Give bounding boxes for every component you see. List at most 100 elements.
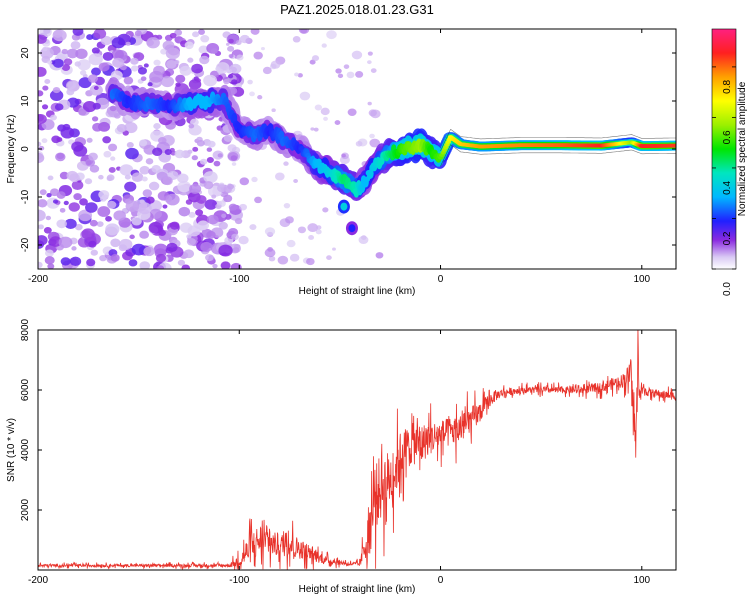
spectrogram-noise-blob — [264, 227, 276, 236]
snr-x-tick-label: -100 — [229, 575, 249, 586]
spectrogram-noise-blob — [56, 137, 63, 142]
spectrogram-noise-blob — [321, 43, 327, 48]
chart-title: PAZ1.2025.018.01.23.G31 — [280, 2, 434, 17]
spectrogram-noise-blob — [119, 164, 134, 176]
spectrogram-noise-blob — [229, 63, 242, 74]
spectrogram-noise-blob — [166, 242, 178, 252]
spectrogram-noise-blob — [74, 61, 81, 67]
spectrogram-noise-blob — [257, 95, 263, 100]
spectrogram-noise-blob — [227, 144, 237, 152]
spectrogram-noise-blob — [289, 253, 300, 262]
snr-frame — [37, 329, 677, 571]
spectrogram-noise-blob — [206, 230, 216, 239]
spectrogram-noise-blob — [41, 138, 48, 144]
snr-x-label: Height of straight line (km) — [299, 584, 416, 595]
spectrogram-noise-blob — [203, 74, 218, 87]
spectrogram-noise-blob — [320, 107, 330, 116]
spectrogram-noise-blob — [86, 34, 94, 41]
spectrogram-noise-blob — [78, 209, 93, 222]
spectrogram-noise-blob — [87, 74, 99, 83]
spectrogram-ridge-blob — [124, 102, 130, 109]
spectrogram-noise-blob — [46, 193, 52, 198]
spectrogram-noise-blob — [220, 261, 231, 269]
spectrogram-noise-blob — [223, 134, 233, 143]
spectrogram-noise-blob — [148, 221, 163, 234]
spectrogram-noise-blob — [223, 194, 233, 203]
spectrogram-noise-blob — [105, 215, 112, 222]
spectrogram-noise-blob — [200, 241, 213, 253]
spectrogram-noise-blob — [231, 233, 239, 241]
spectrogram-noise-blob — [38, 141, 42, 147]
spectrogram-noise-blob — [123, 76, 134, 85]
spectrogram-noise-blob — [38, 224, 44, 230]
spectrogram-noise-blob — [231, 79, 238, 85]
snr-y-tick-label: 6000 — [20, 378, 31, 401]
spectrogram-ridge-edge — [440, 128, 676, 152]
spectrogram-noise-blob — [140, 76, 147, 82]
spectrogram-noise-blob — [306, 257, 315, 266]
spectrogram-noise-blob — [270, 60, 281, 69]
spectrogram-noise-blob — [124, 174, 131, 180]
spectrogram-noise-blob — [166, 59, 177, 69]
spectrogram-noise-blob — [45, 215, 52, 221]
spectrogram-noise-blob — [297, 73, 303, 78]
spectrogram-noise-blob — [71, 141, 84, 152]
snr-x-tick-label: 0 — [438, 575, 444, 586]
snr-y-tick-label: 4000 — [20, 438, 31, 461]
spectrogram-noise-blob — [177, 259, 186, 266]
spectrogram-noise-blob — [218, 244, 233, 257]
spectrogram-noise-blob — [189, 183, 202, 194]
spectrogram-noise-blob — [43, 226, 52, 234]
spectrogram-noise-blob — [251, 176, 258, 183]
spectrogram-noise-blob — [88, 152, 98, 161]
spectrogram-noise-blob — [91, 47, 100, 54]
spectrogram-noise-blob — [38, 209, 46, 222]
spectrogram-y-tick-label: 20 — [20, 47, 31, 59]
spectrogram-noise-blob — [70, 41, 81, 50]
spectrogram-noise-blob — [124, 122, 138, 134]
spectrogram-noise-blob — [192, 146, 199, 152]
spectrogram-noise-blob — [160, 48, 168, 55]
spectrogram-noise-blob — [155, 253, 167, 263]
spectrogram-noise-blob — [230, 262, 242, 269]
spectrogram-noise-blob — [369, 138, 381, 148]
spectrogram-noise-blob — [128, 259, 138, 267]
spectrogram-noise-blob — [204, 199, 218, 210]
spectrogram-noise-blob — [106, 174, 115, 181]
spectrogram-noise-blob — [134, 30, 142, 37]
spectrogram-noise-blob — [186, 237, 196, 246]
spectrogram-noise-blob — [181, 264, 191, 269]
spectrogram-noise-blob — [91, 67, 101, 76]
spectrogram-noise-blob — [102, 51, 114, 61]
spectrogram-noise-blob — [207, 140, 216, 148]
colorbar-tick-label: 0.4 — [722, 181, 733, 195]
spectrogram-ridge-blob — [316, 158, 322, 166]
spectrogram-noise-blob — [139, 230, 150, 239]
spectrogram-noise-blob — [274, 172, 285, 181]
spectrogram-noise-blob — [206, 157, 214, 164]
spectrogram-noise-blob — [56, 219, 67, 229]
spectrogram-noise-blob — [210, 48, 218, 54]
spectrogram-noise-blob — [351, 50, 363, 60]
spectrogram-noise-blob — [239, 34, 250, 44]
spectrogram-noise-blob — [100, 196, 107, 202]
spectrogram-noise-blob — [313, 127, 319, 132]
spectrogram-noise-blob — [277, 255, 289, 265]
spectrogram-noise-blob — [227, 74, 234, 79]
spectrogram-noise-blob — [165, 193, 180, 206]
spectrogram-noise-blob — [98, 62, 110, 72]
spectrogram-noise-blob — [146, 196, 155, 204]
spectrogram-noise-blob — [126, 142, 134, 148]
spectrogram-noise-blob — [235, 39, 242, 46]
spectrogram-noise-blob — [162, 176, 173, 186]
spectrogram-noise-blob — [369, 133, 375, 139]
spectrogram-noise-blob — [112, 57, 125, 68]
spectrogram-noise-blob — [199, 158, 208, 165]
colorbar-tick-label: 0.0 — [722, 282, 733, 296]
spectrogram-noise-blob — [191, 63, 203, 74]
colorbar-ticks: 0.0 0.2 0.4 0.6 0.8 — [712, 66, 736, 296]
spectrogram-noise-blob — [90, 249, 98, 256]
spectrogram-noise-blob — [86, 137, 93, 143]
spectrogram-noise-blob — [85, 202, 98, 213]
spectrogram-noise-blob — [73, 193, 82, 201]
